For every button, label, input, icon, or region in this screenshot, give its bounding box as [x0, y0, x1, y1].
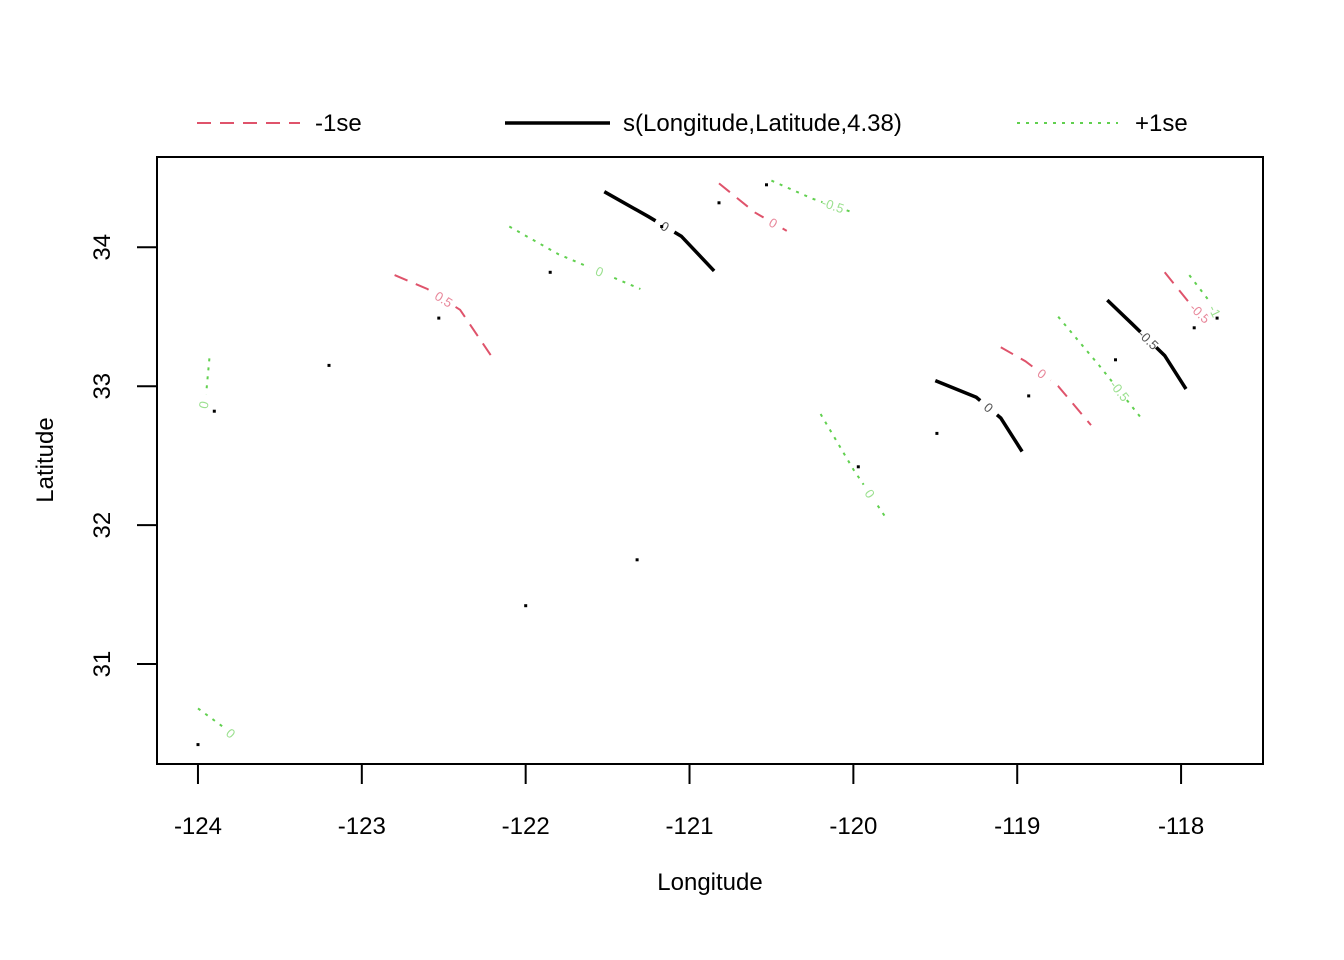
- contour-plus-6: [197, 707, 240, 742]
- contour-label-bg-plus-2: [819, 194, 846, 217]
- legend-label-plus: +1se: [1135, 110, 1188, 137]
- contour-label-bg-plus-5: [1202, 297, 1227, 325]
- data-point: [1192, 326, 1196, 330]
- legend: -1se s(Longitude,Latitude,4.38) +1se: [197, 110, 1188, 137]
- contour-label-bg-plus-4: [1106, 377, 1133, 405]
- contour-label-bg-minus-1: [759, 210, 787, 236]
- data-point: [717, 201, 721, 205]
- data-point: [1114, 358, 1117, 362]
- x-tick-label: -118: [1158, 813, 1204, 840]
- contour-label-bg-fit-2: [1134, 326, 1162, 354]
- data-point: [1027, 394, 1031, 398]
- legend-label-minus: -1se: [315, 110, 362, 137]
- contour-layer: 00-0.50.500-0.500-0.50-0.5-10: [193, 179, 1227, 747]
- contour-label-bg-fit-0: [651, 213, 679, 239]
- x-axis: -124 -123 -122 -121 -120 -119 -118: [174, 763, 1204, 840]
- data-point: [327, 363, 331, 367]
- y-tick-label: 31: [89, 651, 116, 678]
- y-axis: 31 32 33 34: [89, 234, 158, 678]
- plot-frame: [156, 156, 1264, 765]
- contour-label-bg-minus-3: [1186, 299, 1214, 327]
- x-tick-label: -119: [994, 813, 1040, 840]
- data-point: [660, 225, 664, 228]
- contour-plus-3: [819, 413, 887, 519]
- x-tick-label: -122: [502, 813, 550, 840]
- legend-label-fit: s(Longitude,Latitude,4.38): [623, 110, 902, 137]
- data-point: [765, 183, 768, 187]
- data-point: [856, 465, 860, 469]
- contour-plus-1: [508, 225, 641, 290]
- y-tick-label: 32: [89, 512, 116, 539]
- contour-label-bg-plus-1: [586, 259, 613, 284]
- contour-label-bg-plus-3: [856, 480, 883, 508]
- contour-minus-0: [394, 274, 494, 359]
- data-point: [935, 431, 939, 435]
- contour-label-bg-fit-1: [974, 394, 1003, 421]
- x-tick-label: -121: [665, 813, 713, 840]
- contour-level-label-plus-4: -0.5: [1107, 378, 1133, 405]
- x-tick-label: -123: [338, 813, 386, 840]
- data-point: [196, 743, 200, 747]
- contour-label-bg-plus-6: [217, 720, 245, 747]
- x-axis-title: Longitude: [657, 869, 762, 896]
- data-point: [1215, 316, 1219, 320]
- contour-level-label-minus-0: 0.5: [432, 288, 455, 310]
- y-tick-label: 34: [89, 234, 116, 261]
- contour-label-bg-plus-0: [193, 392, 214, 418]
- contour-plus-0: [200, 358, 211, 417]
- x-tick-label: -124: [174, 813, 222, 840]
- data-point: [437, 316, 441, 320]
- contour-fit-1: [934, 378, 1024, 453]
- data-point: [548, 270, 552, 274]
- data-point: [635, 558, 639, 562]
- data-point: [212, 409, 216, 413]
- contour-label-bg-minus-0: [430, 286, 458, 313]
- y-axis-title: Latitude: [32, 417, 59, 502]
- contour-level-label-plus-2: -0.5: [820, 195, 846, 216]
- contour-plus-4: [1057, 316, 1141, 418]
- x-tick-label: -120: [829, 813, 877, 840]
- y-tick-label: 33: [89, 373, 116, 400]
- contour-level-label-plus-0: 0: [196, 400, 212, 410]
- contour-label-bg-minus-2: [1028, 360, 1056, 387]
- data-points: [196, 183, 1219, 747]
- data-point: [524, 604, 528, 608]
